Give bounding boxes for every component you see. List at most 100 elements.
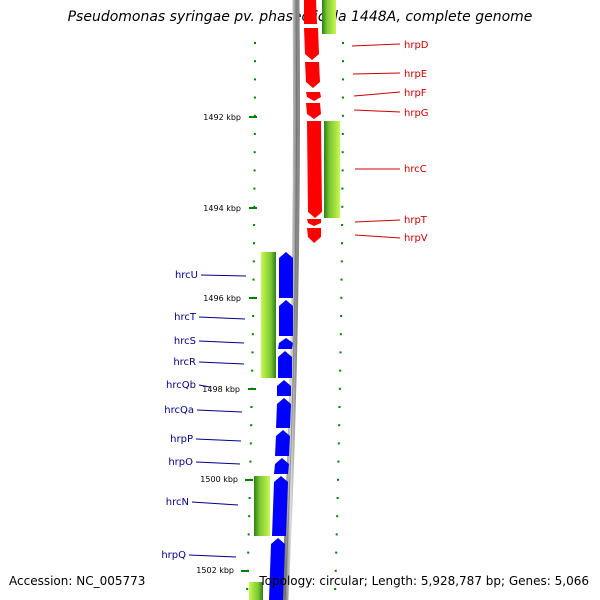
scale-label: 1502 kbp xyxy=(196,566,234,575)
gene-label-text[interactable]: hrpQ xyxy=(161,550,186,561)
scale-label: 1500 kbp xyxy=(200,475,238,484)
gene-label-text[interactable]: hrpE xyxy=(404,69,427,80)
gene-arrow-hrpO xyxy=(274,458,289,474)
gene-leader-line xyxy=(354,234,401,239)
gene-arrow-hrpD xyxy=(304,28,319,60)
tick-dot xyxy=(335,551,338,554)
tick-dot xyxy=(253,96,256,99)
topology-text: Topology: circular; Length: 5,928,787 bp… xyxy=(259,574,589,588)
gene-arrow-hrcQa xyxy=(276,398,291,428)
tick-dot xyxy=(337,460,340,463)
gene-label-hrpV[interactable]: hrpV xyxy=(354,233,428,244)
tick-dot xyxy=(247,533,250,536)
gene-label-hrcS[interactable]: hrcS xyxy=(174,336,245,347)
gene-leader-line xyxy=(353,109,401,113)
gene-label-text[interactable]: hrcQa xyxy=(164,405,194,416)
gene-label-hrpO[interactable]: hrpO xyxy=(168,457,241,468)
tick-dot xyxy=(254,42,256,44)
gene-label-text[interactable]: hrpP xyxy=(170,434,193,445)
tick-track-right xyxy=(334,42,344,590)
gene-arrow-hrpE xyxy=(305,62,320,88)
gene-label-text[interactable]: hrpO xyxy=(168,457,193,468)
tick-dot xyxy=(341,114,344,117)
tick-dot xyxy=(341,224,344,226)
gene-label-text[interactable]: hrcQb xyxy=(166,380,196,391)
gene-label-hrpQ[interactable]: hrpQ xyxy=(161,550,237,561)
tick-dot xyxy=(253,224,256,226)
tick-dot xyxy=(340,278,343,281)
tick-dot xyxy=(251,369,254,372)
tick-dot xyxy=(253,114,256,117)
tick-dot xyxy=(334,588,337,590)
tick-dot xyxy=(337,478,339,481)
gene-label-hrcQa[interactable]: hrcQa xyxy=(164,405,243,416)
tick-dot xyxy=(253,151,256,154)
gene-leader-line xyxy=(353,91,401,97)
tick-dot xyxy=(339,333,342,336)
gene-label-hrcT[interactable]: hrcT xyxy=(174,312,246,323)
gene-leader-line xyxy=(196,409,243,413)
gene-label-text[interactable]: hrcT xyxy=(174,312,197,323)
feature-bar-top xyxy=(322,0,336,34)
tick-dot xyxy=(246,588,249,590)
genome-backbone-edge xyxy=(284,0,298,600)
tick-dot xyxy=(252,315,255,317)
scale-tick xyxy=(241,570,249,572)
tick-dot xyxy=(338,406,341,408)
gene-label-hrpF[interactable]: hrpF xyxy=(353,88,427,99)
scale-mark-1498: 1498 kbp xyxy=(202,385,256,394)
gene-arrow-hrpG xyxy=(306,103,321,119)
tick-dot xyxy=(249,442,252,445)
tick-dot xyxy=(248,497,251,499)
tick-dot xyxy=(335,533,338,536)
forward-gene-track xyxy=(304,0,322,243)
gene-label-hrpD[interactable]: hrpD xyxy=(351,40,429,51)
tick-dot xyxy=(251,333,254,336)
tick-dot xyxy=(341,96,344,99)
gene-label-text[interactable]: hrpT xyxy=(404,215,428,226)
gene-label-text[interactable]: hrpV xyxy=(404,233,428,244)
gene-label-text[interactable]: hrpG xyxy=(404,108,429,119)
tick-dot xyxy=(339,351,342,354)
tick-dot xyxy=(341,205,344,208)
feature-bar-hrcU xyxy=(261,252,276,378)
scale-label: 1494 kbp xyxy=(203,204,241,213)
gene-leader-line xyxy=(195,438,242,442)
tick-dot xyxy=(254,60,256,63)
gene-label-text[interactable]: hrcU xyxy=(175,270,198,281)
gene-label-text[interactable]: hrpF xyxy=(404,88,427,99)
gene-label-hrcQb[interactable]: hrcQb xyxy=(166,380,211,391)
tick-dot xyxy=(253,187,256,190)
gene-label-hrcC[interactable]: hrcC xyxy=(355,164,427,175)
gene-leader-line xyxy=(351,43,401,47)
reverse-gene-track xyxy=(269,252,293,600)
gene-label-hrpT[interactable]: hrpT xyxy=(354,215,428,226)
gene-label-text[interactable]: hrcS xyxy=(174,336,196,347)
gene-arrow-hrcT xyxy=(279,300,293,336)
gene-label-hrcU[interactable]: hrcU xyxy=(175,270,247,281)
tick-dot xyxy=(338,387,341,390)
gene-label-hrpE[interactable]: hrpE xyxy=(352,69,427,80)
tick-dot xyxy=(254,78,256,81)
tick-dot xyxy=(253,242,255,245)
gene-leader-line xyxy=(198,384,211,388)
gene-label-text[interactable]: hrcR xyxy=(173,357,196,368)
tick-dot xyxy=(341,151,344,154)
gene-label-text[interactable]: hrpD xyxy=(404,40,429,51)
scale-label: 1498 kbp xyxy=(202,385,240,394)
tick-dot xyxy=(336,515,339,518)
gene-label-text[interactable]: hrcC xyxy=(404,164,427,175)
scale-tick xyxy=(249,116,257,118)
gene-label-hrpP[interactable]: hrpP xyxy=(170,434,242,445)
gene-arrow-hrcQb xyxy=(277,380,291,396)
scale-label: 1496 kbp xyxy=(203,294,241,303)
gene-label-text[interactable]: hrcN xyxy=(166,497,189,508)
gene-arrow-hrpV xyxy=(307,228,321,243)
gene-label-hrcN[interactable]: hrcN xyxy=(166,497,239,508)
gene-label-hrcR[interactable]: hrcR xyxy=(173,357,245,368)
tick-dot xyxy=(341,169,344,172)
tick-dot xyxy=(342,42,344,44)
gene-label-hrpG[interactable]: hrpG xyxy=(353,108,429,119)
